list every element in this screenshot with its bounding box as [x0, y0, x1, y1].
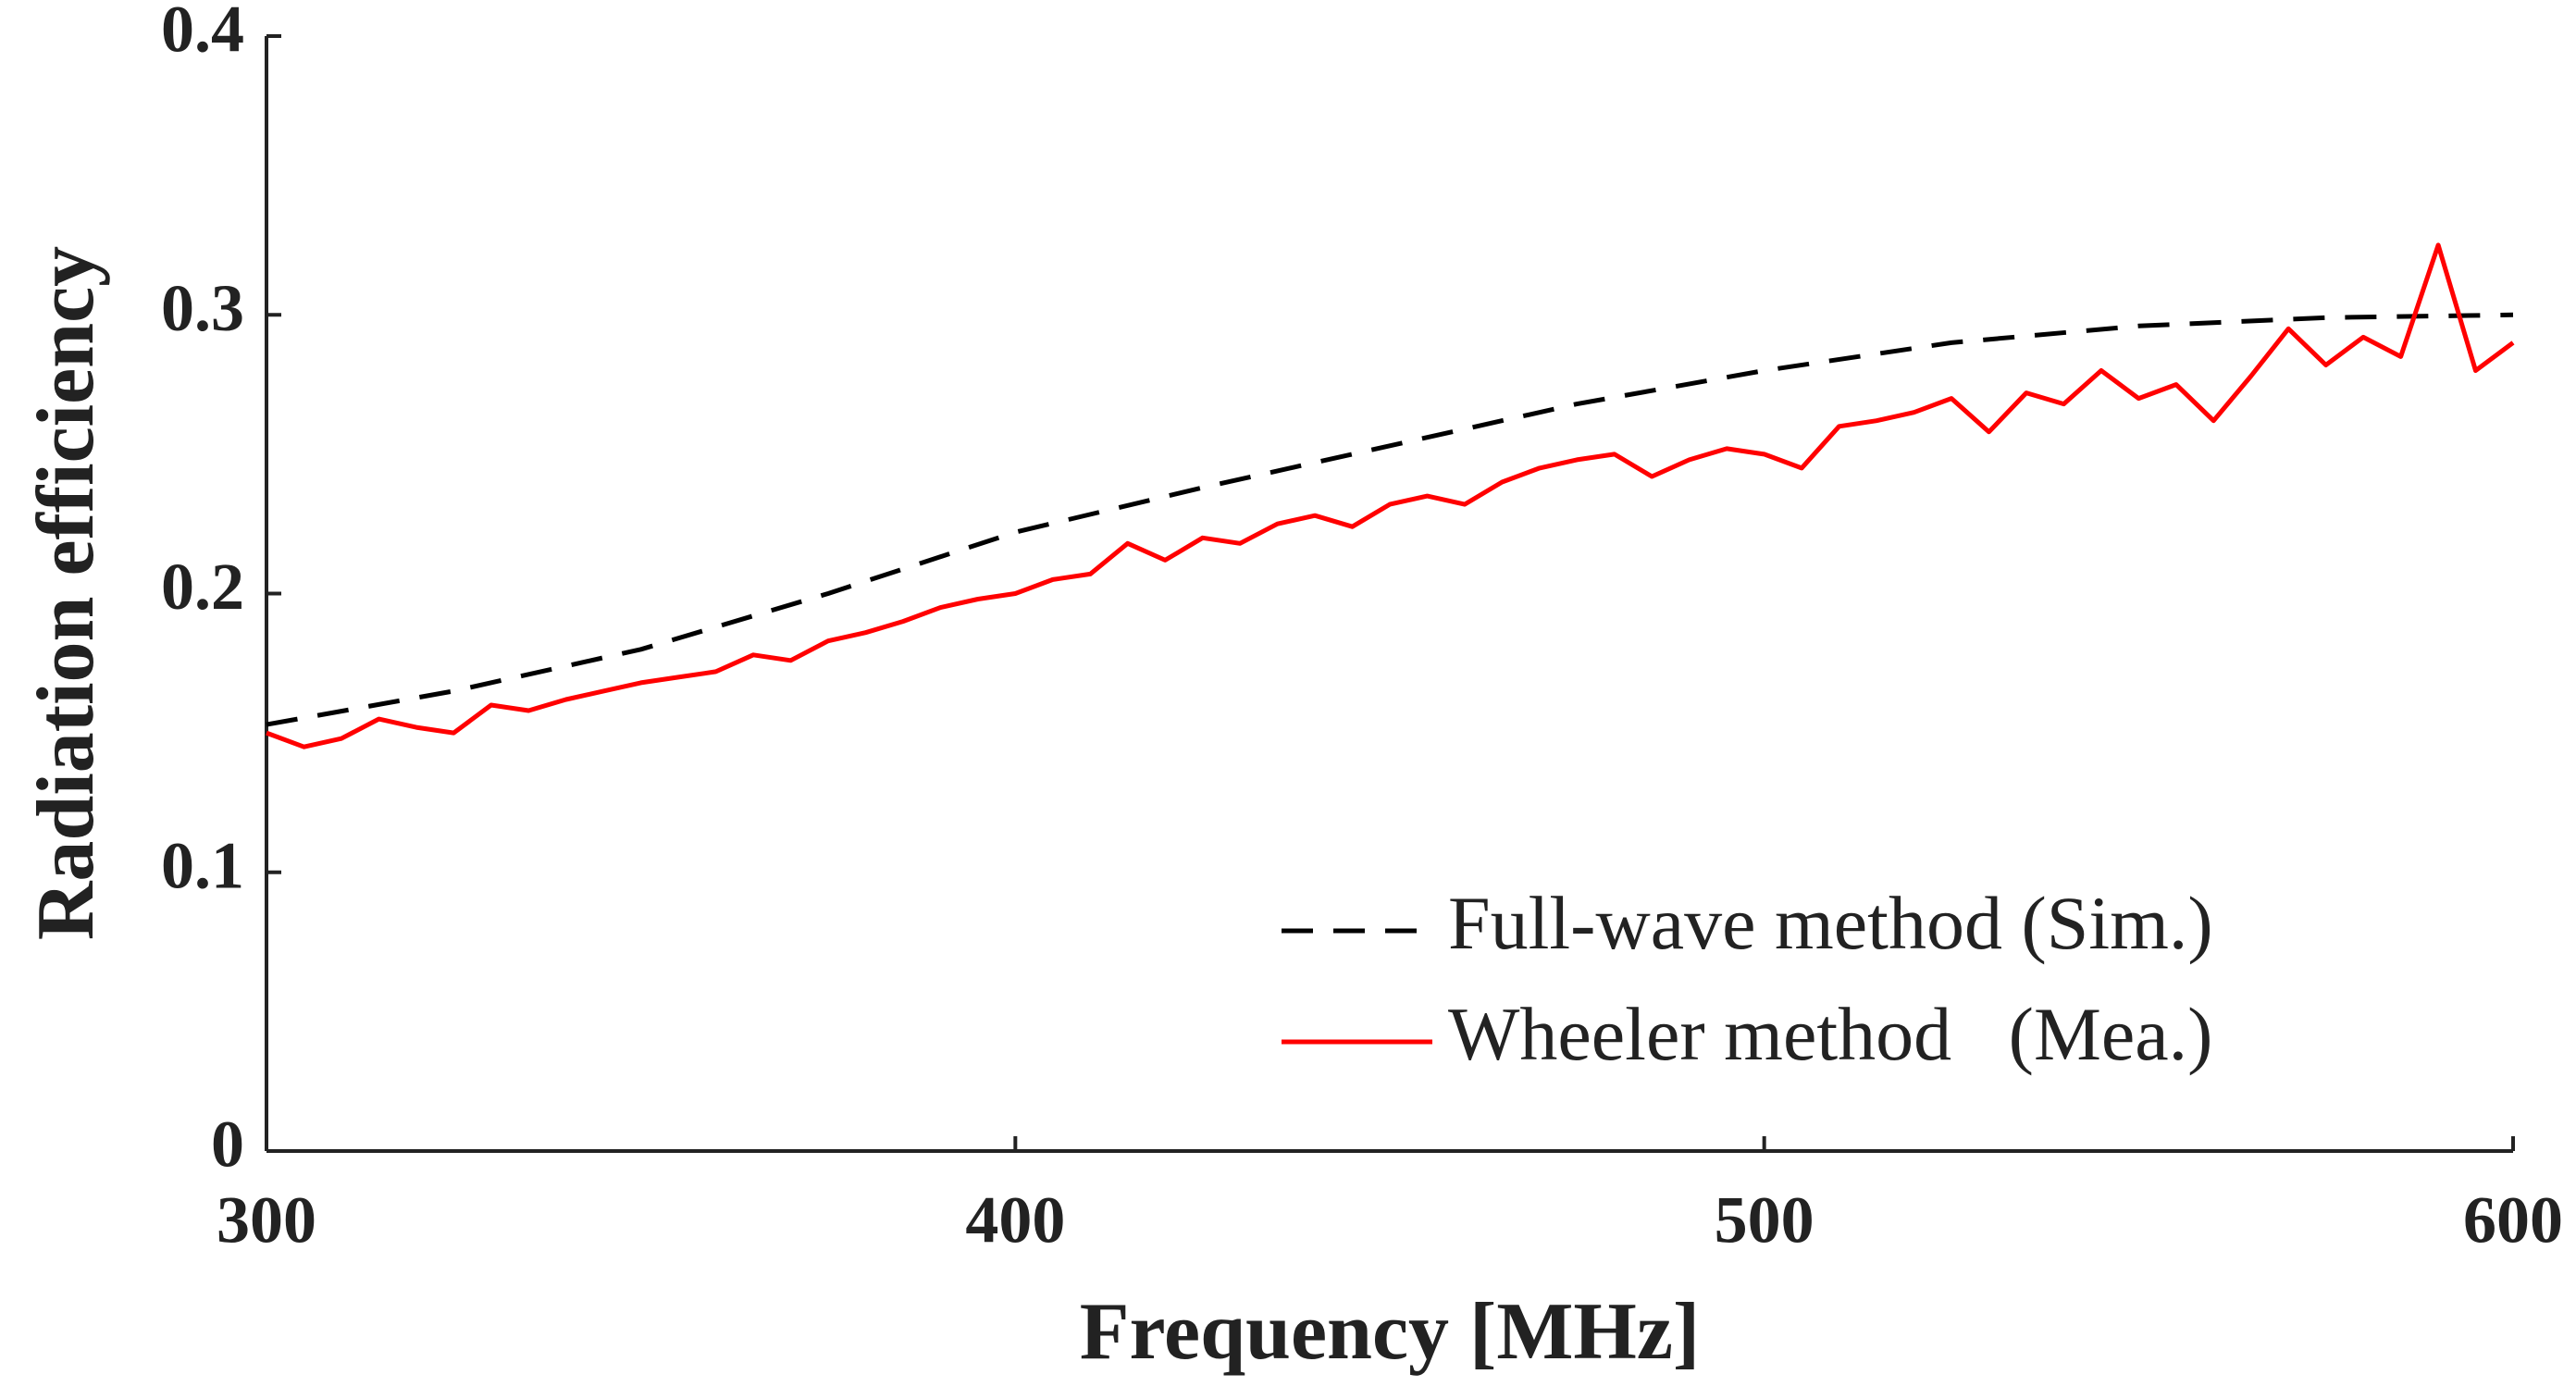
y-tick-label: 0.4 [161, 0, 244, 67]
x-axis-label: Frequency [MHz] [1080, 1287, 1700, 1377]
x-tick-label: 500 [1715, 1183, 1814, 1257]
y-tick-label: 0 [211, 1108, 244, 1182]
y-axis-label: Radiation efficiency [21, 246, 111, 940]
x-tick-label: 300 [217, 1183, 316, 1257]
series-line [266, 312, 2514, 727]
x-tick-label: 600 [2463, 1183, 2563, 1257]
legend-label: Wheeler method (Mea.) [1448, 992, 2212, 1076]
y-tick-label: 0.3 [161, 271, 244, 345]
x-tick-label: 400 [965, 1183, 1065, 1257]
series-line [266, 242, 2515, 749]
y-tick-label: 0.1 [161, 828, 244, 902]
y-tick-label: 0.2 [161, 550, 244, 624]
legend-label: Full-wave method (Sim.) [1448, 881, 2213, 965]
